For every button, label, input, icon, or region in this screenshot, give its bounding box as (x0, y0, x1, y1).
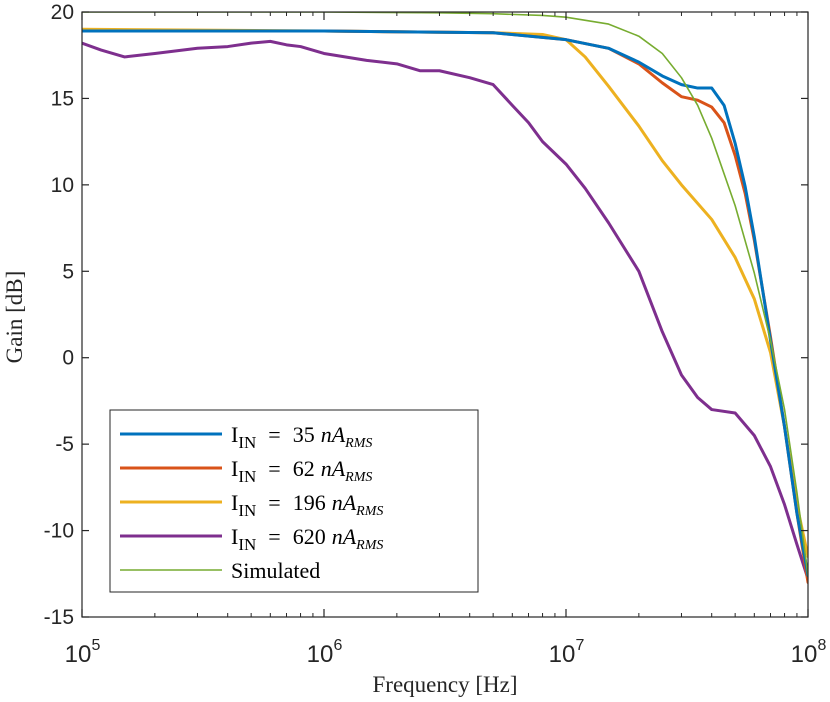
x-tick-label: 10 8 (791, 637, 827, 668)
legend-part-main: I (231, 422, 238, 447)
y-tick-label: 20 (51, 1, 74, 24)
x-tick-label-base: 10 (307, 641, 334, 668)
legend-part-num: 62 (293, 456, 315, 481)
legend-part-eq: = (268, 422, 280, 447)
x-tick-label-exponent: 5 (92, 637, 101, 654)
legend-part-sub1: IN (238, 433, 256, 452)
x-axis-label: Frequency [Hz] (373, 672, 518, 697)
x-tick-label: 10 5 (65, 637, 101, 668)
x-tick-label-base: 10 (791, 641, 818, 668)
legend-part-unit: nA (332, 490, 357, 515)
x-tick-label: 10 7 (549, 637, 585, 668)
legend-label: IIN = 62 nARMS (231, 456, 372, 486)
legend-part-sub2: RMS (355, 504, 383, 519)
legend-part-eq: = (268, 524, 280, 549)
legend-entry: IIN = 62 nARMS (120, 456, 372, 486)
legend-part-sub2: RMS (355, 538, 383, 553)
legend-part-unit: nA (321, 422, 346, 447)
legend-part-num: 196 (293, 490, 326, 515)
legend-part-main: I (231, 456, 238, 481)
legend-part-sub1: IN (238, 467, 256, 486)
series-line-5 (82, 12, 808, 577)
x-tick-label: 10 6 (307, 637, 343, 668)
legend-label: IIN = 620 nARMS (231, 524, 383, 554)
legend-entry: IIN = 620 nARMS (120, 524, 383, 554)
legend-entry: IIN = 196 nARMS (120, 490, 383, 520)
legend-entry: IIN = 35 nARMS (120, 422, 372, 452)
axes-layer (81, 11, 809, 618)
series-line-4 (82, 39, 808, 581)
x-tick-label-base: 10 (65, 641, 92, 668)
legend-part-unit: nA (332, 524, 357, 549)
legend-entry: Simulated (120, 558, 320, 583)
series-layer (82, 12, 808, 584)
y-tick-label: 5 (62, 260, 74, 283)
axes-box (81, 11, 809, 618)
legend-part-unit: nA (321, 456, 346, 481)
legend-part-sub1: IN (238, 535, 256, 554)
y-tick-label: 15 (51, 87, 74, 110)
x-tick-label-base: 10 (549, 641, 576, 668)
legend-part-main: Simulated (231, 558, 320, 583)
legend-part-main: I (231, 524, 238, 549)
legend-label: Simulated (231, 558, 320, 583)
legend-part-main: I (231, 490, 238, 515)
x-tick-label-exponent: 8 (818, 637, 827, 654)
legend-part-eq: = (268, 490, 280, 515)
legend-label: IIN = 35 nARMS (231, 422, 372, 452)
y-tick-label: 10 (51, 174, 74, 197)
legend-part-sub1: IN (238, 501, 256, 520)
legend-part-eq: = (268, 456, 280, 481)
y-tick-label: -5 (55, 433, 74, 456)
x-tick-label-exponent: 7 (576, 637, 585, 654)
legend-part-sub2: RMS (344, 436, 372, 451)
y-tick-label: 0 (62, 347, 74, 370)
x-tick-label-exponent: 6 (334, 637, 343, 654)
legend-part-num: 620 (293, 524, 326, 549)
y-tick-label: -10 (44, 520, 74, 543)
y-axis-label: Gain [dB] (2, 271, 27, 364)
legend-label: IIN = 196 nARMS (231, 490, 383, 520)
legend-part-num: 35 (293, 422, 315, 447)
legend-part-sub2: RMS (344, 470, 372, 485)
y-tick-label: -15 (44, 606, 74, 629)
